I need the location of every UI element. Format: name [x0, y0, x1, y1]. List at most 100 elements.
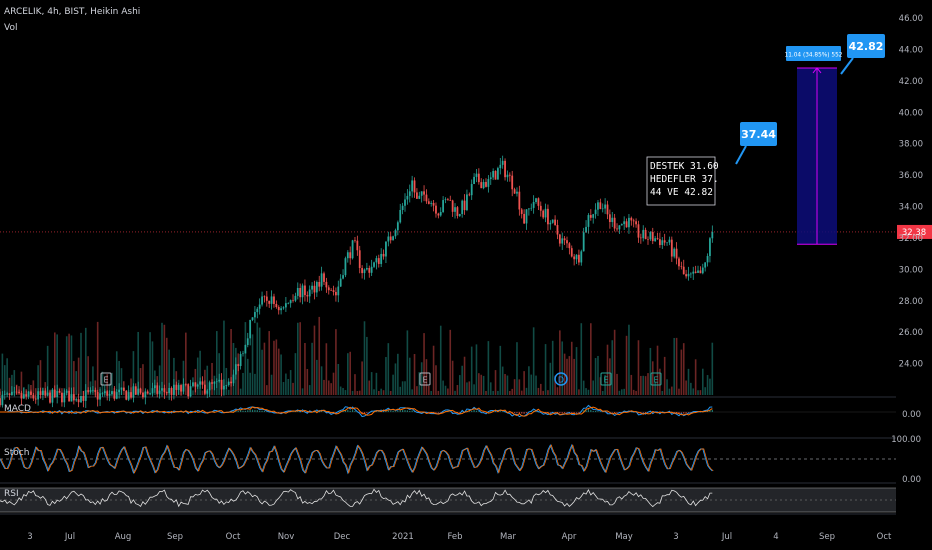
- volume-bar: [568, 356, 571, 395]
- macd-histogram-bar: [366, 412, 368, 414]
- candle-body: [532, 202, 535, 208]
- volume-bar: [435, 365, 437, 395]
- volume-bar: [590, 323, 592, 395]
- candle-body: [401, 205, 404, 211]
- volume-bar: [158, 365, 161, 395]
- callout-target-1-label: 37.44: [741, 128, 776, 141]
- candle-body: [613, 217, 616, 229]
- candle-body: [351, 240, 354, 259]
- macd-histogram-bar: [259, 411, 261, 412]
- candle-body: [635, 221, 637, 225]
- volume-bar: [139, 368, 142, 395]
- candle-body: [568, 243, 571, 249]
- event-marker-label: D: [558, 376, 564, 385]
- candle-body: [137, 388, 140, 395]
- candle-body: [601, 208, 604, 210]
- volume-bar: [342, 387, 344, 395]
- candle-body: [694, 271, 697, 273]
- candle-body: [346, 252, 349, 259]
- candle-body: [396, 222, 399, 231]
- volume-bar: [482, 375, 485, 395]
- candle-body: [261, 296, 263, 305]
- volume-bar: [618, 390, 621, 395]
- candle-body: [701, 267, 704, 274]
- candle-body: [103, 391, 106, 394]
- candle-body: [663, 240, 666, 243]
- macd-histogram-bar: [387, 410, 389, 412]
- candle-body: [587, 215, 590, 227]
- candle-body: [144, 391, 147, 398]
- price-tick: 34.00: [899, 203, 923, 213]
- indicator-panes: [0, 404, 896, 513]
- time-tick: 2021: [392, 532, 414, 542]
- macd-histogram-bar: [244, 410, 246, 412]
- macd-histogram-bar: [521, 412, 523, 414]
- candle-body: [213, 381, 216, 384]
- volume-bar: [3, 365, 6, 395]
- candle-body: [330, 290, 333, 291]
- macd-histogram-bar: [392, 410, 394, 412]
- candle-body: [182, 384, 185, 392]
- candle-body: [558, 234, 561, 244]
- callout-target-1-box: [740, 122, 777, 146]
- candle-body: [251, 317, 254, 320]
- candle-body: [56, 391, 59, 398]
- volume-bar: [578, 389, 580, 395]
- candle-body: [215, 381, 218, 382]
- volume-bar: [306, 368, 309, 395]
- candle-body: [25, 394, 28, 397]
- volume-bar: [687, 368, 690, 395]
- candle-body: [132, 386, 135, 398]
- candle-body: [420, 191, 423, 196]
- volume-bar: [542, 390, 544, 395]
- candle-body: [470, 184, 473, 196]
- candle-body: [354, 240, 356, 241]
- volume-bar: [528, 366, 530, 395]
- volume-bar: [489, 382, 492, 395]
- macd-histogram-bar: [583, 410, 585, 412]
- volume-bar: [685, 380, 687, 395]
- macd-histogram-bar: [280, 412, 282, 413]
- candle-body: [668, 239, 671, 243]
- volume-bar: [597, 355, 599, 395]
- rsi-line: [0, 488, 713, 508]
- earnings-marker-box: [419, 372, 431, 386]
- volume-bar: [34, 388, 37, 395]
- macd-histogram-bar: [509, 412, 511, 413]
- volume-bar: [223, 320, 225, 395]
- candle-body: [623, 221, 626, 225]
- volume-bar: [377, 390, 380, 395]
- volume-bar: [449, 329, 452, 395]
- candle-body: [108, 393, 111, 396]
- volume-bar: [87, 356, 89, 395]
- candle-body: [223, 385, 225, 390]
- macd-histogram-bar: [690, 412, 692, 413]
- macd-histogram-bar: [587, 408, 590, 412]
- candle-body: [616, 228, 618, 230]
- volume-bar: [277, 348, 280, 395]
- macd-histogram-bar: [278, 412, 280, 413]
- candle-body: [170, 388, 173, 395]
- volume-bar: [285, 373, 287, 395]
- candle-body: [158, 390, 161, 394]
- macd-histogram-bar: [494, 411, 497, 413]
- macd-histogram-bar: [382, 411, 385, 413]
- time-tick: Feb: [447, 532, 462, 542]
- volume-bar: [532, 327, 535, 395]
- candle-body: [423, 191, 425, 195]
- macd-histogram-bar: [597, 411, 599, 412]
- candle-body: [599, 202, 602, 209]
- macd-histogram-bar: [371, 411, 373, 413]
- candle-body: [659, 239, 661, 245]
- macd-histogram-bar: [561, 412, 563, 414]
- macd-histogram-bar: [354, 410, 356, 412]
- volume-bar: [65, 336, 68, 395]
- volume-bar: [513, 379, 516, 395]
- candle-body: [218, 379, 221, 382]
- candle-body: [237, 364, 240, 367]
- candle-body: [380, 253, 383, 264]
- stoch-d-line: [0, 444, 714, 475]
- volume-bar: [256, 322, 259, 395]
- candle-body: [485, 181, 487, 187]
